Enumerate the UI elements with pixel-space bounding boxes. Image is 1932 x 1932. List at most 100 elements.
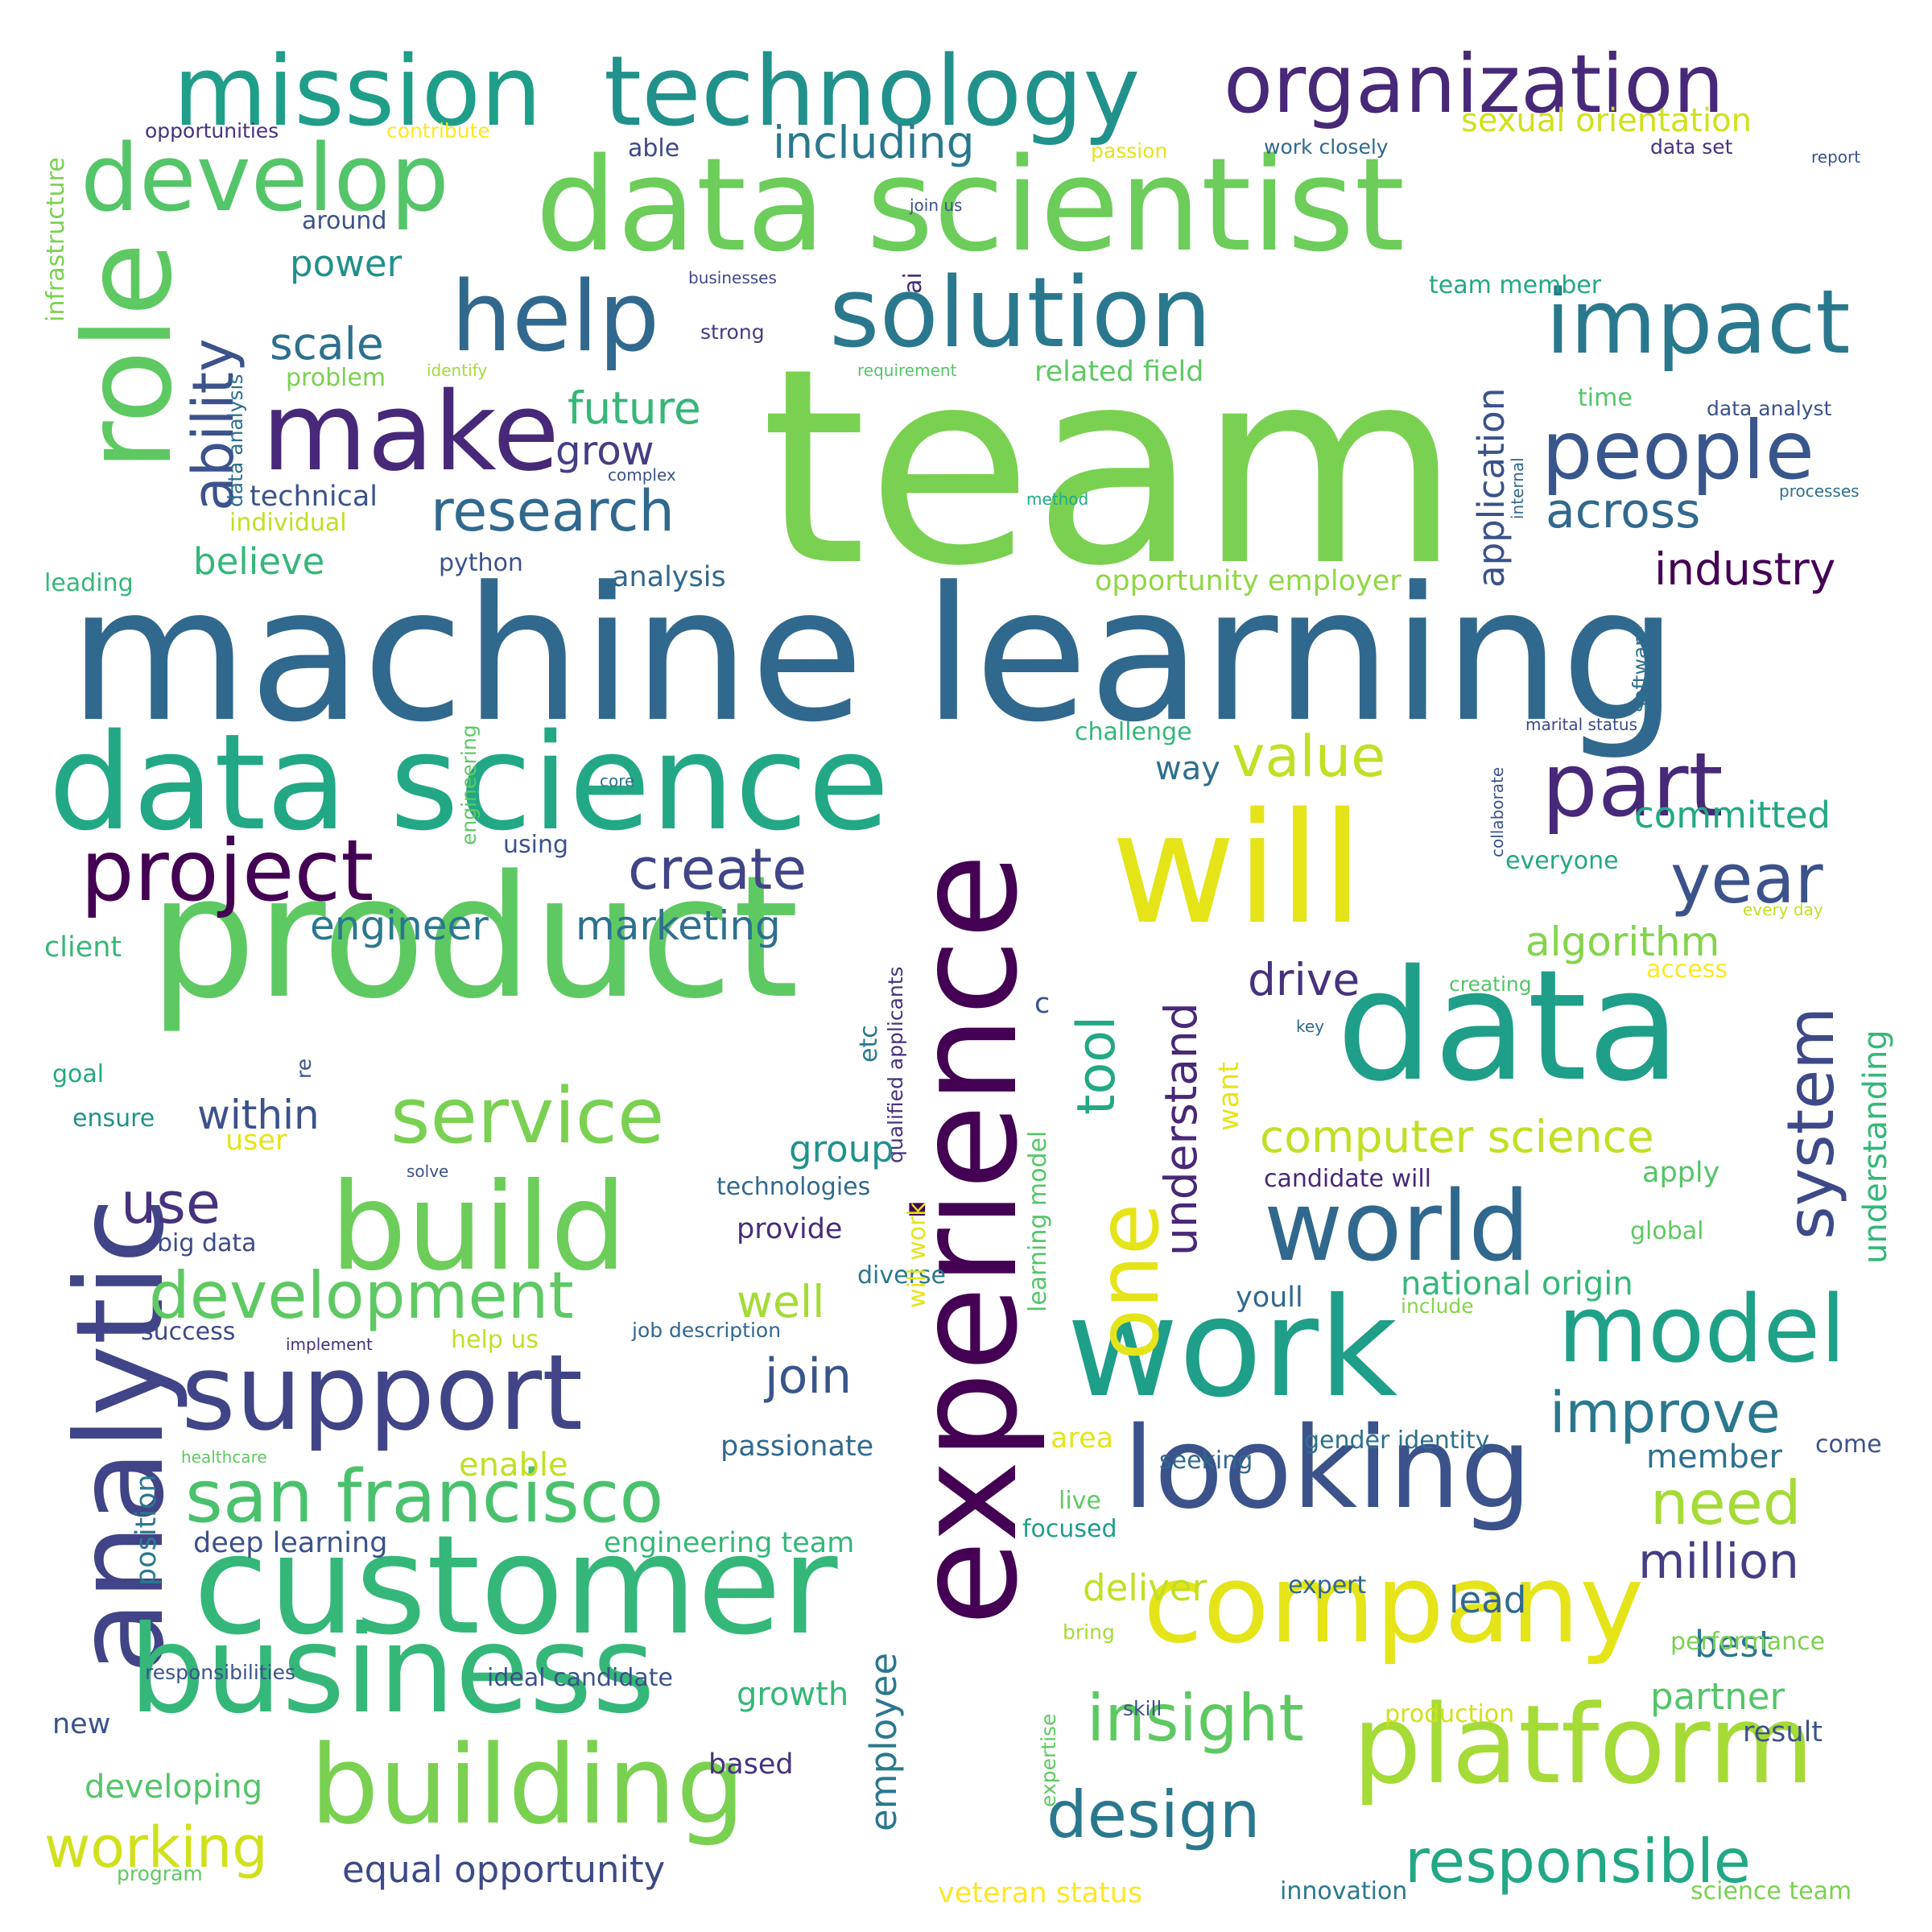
word-organization: organization [1224, 37, 1724, 131]
word-create: create [628, 836, 807, 902]
word-application: application [1470, 387, 1513, 588]
word-across: across [1546, 483, 1701, 539]
word-implement: implement [286, 1335, 373, 1354]
word-help: help [451, 262, 660, 374]
word-enable: enable [459, 1447, 568, 1484]
word-c: c [1034, 988, 1051, 1020]
word-understand: understand [1155, 1002, 1207, 1256]
word-product: product [149, 839, 799, 1036]
word-healthcare: healthcare [181, 1447, 267, 1467]
word-support: support [181, 1331, 584, 1454]
word-member: member [1646, 1439, 1782, 1476]
word-challenge: challenge [1075, 718, 1192, 746]
word-collaborate: collaborate [1488, 766, 1507, 857]
word-software: software [1629, 625, 1652, 712]
word-solution: solution [829, 258, 1212, 369]
word-come: come [1815, 1430, 1882, 1459]
word-complex: complex [608, 465, 676, 485]
word-marital-status: marital status [1525, 715, 1637, 734]
word-gender-identity: gender identity [1304, 1426, 1490, 1455]
word-building: building [310, 1722, 745, 1848]
word-data-science: data science [48, 705, 890, 860]
word-re: re [292, 1058, 316, 1079]
word-improve: improve [1550, 1380, 1781, 1446]
word-data-scientist: data scientist [535, 130, 1406, 280]
word-time: time [1578, 384, 1633, 412]
word-everyone: everyone [1505, 847, 1619, 875]
word-machine-learning: machine learning [68, 548, 1678, 763]
word-access: access [1646, 956, 1728, 984]
word-contribute: contribute [386, 119, 490, 142]
word-expertise: expertise [1037, 1713, 1060, 1807]
word-focused: focused [1022, 1515, 1117, 1543]
word-opportunity-employer: opportunity employer [1095, 565, 1402, 597]
word-mission: mission [173, 36, 543, 148]
word-responsible: responsible [1405, 1826, 1751, 1897]
word-apply: apply [1642, 1157, 1720, 1189]
word-performance: performance [1670, 1628, 1826, 1656]
word-make: make [262, 369, 559, 495]
word-provide: provide [737, 1213, 843, 1245]
word-tool: tool [1067, 1015, 1127, 1115]
word-will: will [1111, 780, 1364, 958]
word-marketing: marketing [576, 902, 781, 949]
word-internal: internal [1508, 457, 1527, 519]
word-future: future [568, 382, 701, 434]
word-client: client [44, 931, 122, 964]
word-want: want [1213, 1062, 1245, 1131]
word-user: user [225, 1125, 287, 1157]
word-live: live [1059, 1487, 1101, 1515]
word-sexual-orientation: sexual orientation [1461, 102, 1752, 139]
word-diverse: diverse [857, 1261, 947, 1290]
word-project: project [80, 822, 374, 920]
word-engineer: engineer [310, 902, 489, 949]
word-business: business [129, 1600, 655, 1740]
word-need: need [1650, 1468, 1802, 1538]
word-technical: technical [250, 481, 378, 513]
word-role: role [59, 242, 199, 471]
word-believe: believe [193, 540, 325, 583]
word-technologies: technologies [716, 1173, 871, 1201]
word-identify: identify [427, 361, 488, 380]
word-skill: skill [1123, 1697, 1162, 1720]
word-develop: develop [80, 125, 449, 233]
word-understanding: understanding [1857, 1030, 1894, 1264]
word-result: result [1743, 1716, 1823, 1748]
word-partner: partner [1650, 1675, 1785, 1718]
word-grow: grow [555, 427, 654, 474]
word-businesses: businesses [688, 268, 777, 287]
word-ideal-candidate: ideal candidate [487, 1664, 674, 1692]
word-requirement: requirement [857, 361, 957, 380]
word-work-closely: work closely [1264, 135, 1389, 159]
word-passion: passion [1091, 139, 1168, 163]
word-method: method [1026, 489, 1089, 509]
word-key: key [1296, 1017, 1325, 1036]
word-use: use [121, 1170, 221, 1236]
word-committed: committed [1634, 794, 1831, 836]
word-related-field: related field [1034, 356, 1204, 388]
word-passionate: passionate [720, 1430, 874, 1463]
word-engineering-team: engineering team [604, 1527, 855, 1559]
word-join: join [765, 1348, 852, 1405]
word-innovation: innovation [1280, 1877, 1408, 1905]
word-problem: problem [286, 364, 386, 392]
word-learning-model: learning model [1024, 1130, 1052, 1312]
word-opportunities: opportunities [145, 119, 279, 142]
word-looking: looking [1123, 1403, 1532, 1534]
word-analysis: analysis [612, 561, 726, 593]
word-able: able [628, 134, 680, 163]
word-responsibilities: responsibilities [145, 1661, 295, 1684]
word-data-set: data set [1650, 135, 1733, 159]
word-based: based [708, 1748, 794, 1781]
word-using: using [503, 831, 569, 859]
word-team: team [761, 312, 1461, 625]
word-area: area [1051, 1422, 1114, 1455]
word-youll: youll [1236, 1282, 1303, 1314]
word-big-data: big data [157, 1229, 257, 1257]
word-team-member: team member [1429, 271, 1602, 299]
word-including: including [773, 117, 975, 168]
word-program: program [117, 1862, 203, 1885]
word-year: year [1670, 840, 1823, 919]
word-leading: leading [44, 569, 134, 597]
word-algorithm: algorithm [1525, 919, 1720, 965]
